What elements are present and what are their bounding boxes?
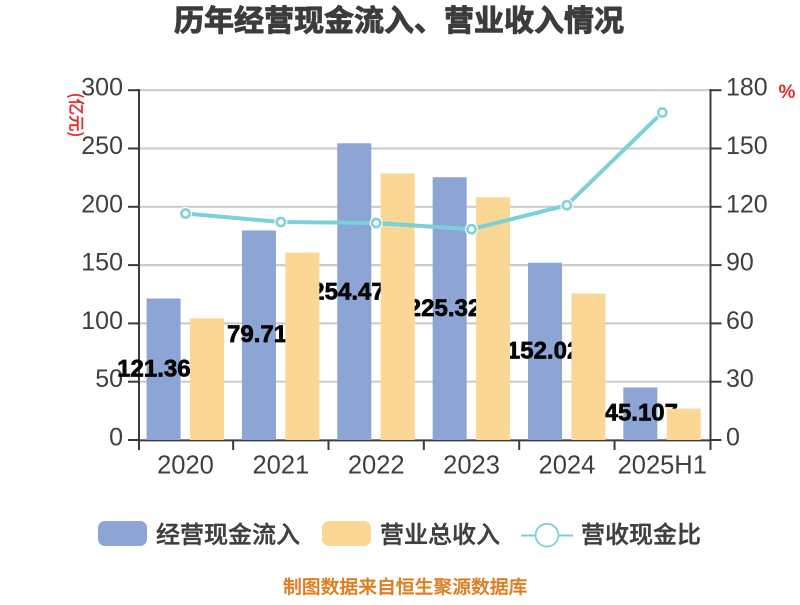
svg-text:2025H1: 2025H1 [618,452,707,480]
svg-text:120: 120 [726,190,768,218]
svg-text:60: 60 [726,307,754,335]
svg-text:121.36: 121.36 [117,355,190,382]
svg-text:150: 150 [726,132,768,160]
svg-text:2023: 2023 [443,452,500,480]
svg-text:50: 50 [95,365,123,393]
svg-text:150: 150 [81,249,123,277]
svg-text:0: 0 [109,424,123,452]
svg-text:300: 300 [81,74,123,102]
svg-text:254.47: 254.47 [311,278,384,305]
svg-text:180: 180 [726,74,768,102]
svg-text:45.107: 45.107 [605,399,678,426]
svg-text:2024: 2024 [539,452,596,480]
svg-text:30: 30 [726,365,754,393]
svg-text:152.02: 152.02 [507,337,580,364]
svg-text:90: 90 [726,249,754,277]
svg-text:%: % [779,82,796,103]
svg-text:250: 250 [81,132,123,160]
svg-text:225.32: 225.32 [408,295,481,322]
svg-text:100: 100 [81,307,123,335]
svg-text:200: 200 [81,190,123,218]
svg-text:2020: 2020 [157,452,214,480]
svg-text:2021: 2021 [252,452,309,480]
svg-text:2022: 2022 [348,452,405,480]
svg-text:0: 0 [726,424,740,452]
